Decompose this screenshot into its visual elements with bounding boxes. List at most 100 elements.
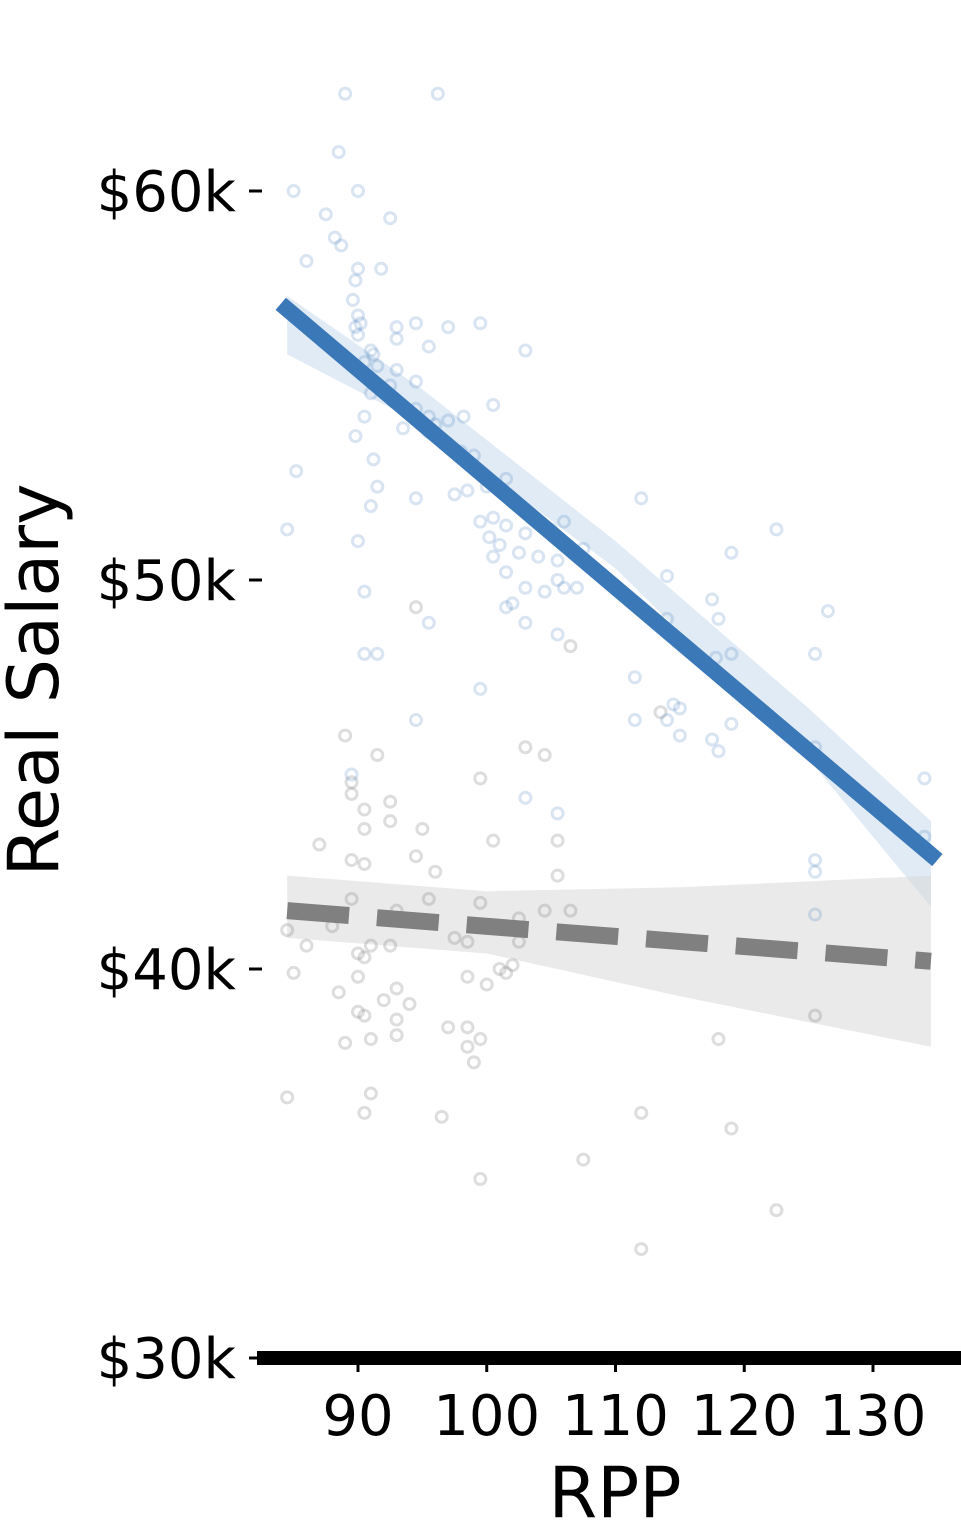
data-point-gray <box>351 969 365 984</box>
data-point-blue <box>486 397 501 412</box>
data-point-blue <box>486 549 501 564</box>
y-tick-label: $30k <box>97 1327 237 1392</box>
data-point-blue <box>370 359 385 374</box>
data-point-blue <box>550 573 565 587</box>
data-point-blue <box>366 452 381 467</box>
data-point-gray <box>428 864 443 879</box>
data-point-blue <box>569 580 584 595</box>
data-point-blue <box>383 211 398 226</box>
data-point-blue <box>351 308 365 323</box>
data-point-gray <box>473 771 488 786</box>
data-point-gray <box>357 1008 372 1023</box>
x-axis-ticks: 90 100 110 120 130 <box>322 1358 926 1449</box>
data-point-blue <box>348 429 363 444</box>
data-point-blue <box>374 261 389 276</box>
data-point-blue <box>660 569 674 584</box>
data-point-gray <box>486 833 501 848</box>
data-point-gray <box>351 1004 365 1019</box>
x-tick-label: 90 <box>322 1384 393 1449</box>
data-point-blue <box>550 553 565 568</box>
data-point-gray <box>312 837 327 852</box>
data-point-blue <box>334 238 349 253</box>
data-point-blue <box>408 491 423 506</box>
y-tick-label: $40k <box>97 938 237 1003</box>
data-point-gray <box>363 1032 378 1047</box>
data-point-blue <box>370 646 385 661</box>
data-point-gray <box>473 1172 488 1187</box>
data-point-blue <box>518 790 533 805</box>
data-point-blue <box>351 327 365 342</box>
data-point-blue <box>711 611 726 626</box>
data-point-blue <box>808 646 823 661</box>
data-point-gray <box>460 1020 475 1035</box>
data-point-gray <box>408 849 423 864</box>
x-tick-label: 130 <box>820 1384 927 1449</box>
data-point-gray <box>473 895 488 910</box>
data-point-gray <box>331 985 346 1000</box>
data-point-gray <box>338 728 353 743</box>
data-point-gray <box>389 981 404 996</box>
data-point-blue <box>660 713 674 728</box>
data-point-gray <box>280 1090 295 1105</box>
data-point-gray <box>370 748 385 763</box>
trend-line-blue <box>275 297 943 867</box>
data-point-gray <box>537 748 552 763</box>
data-point-blue <box>511 545 526 560</box>
data-point-blue <box>408 374 423 389</box>
data-point-gray <box>460 934 475 949</box>
data-point-gray <box>389 1012 404 1027</box>
data-point-blue <box>820 604 835 619</box>
data-point-blue <box>351 184 365 198</box>
data-point-gray <box>357 856 372 871</box>
data-point-blue <box>327 230 342 245</box>
data-point-gray <box>537 903 552 918</box>
data-point-blue <box>518 526 533 541</box>
data-point-gray <box>389 1028 404 1043</box>
data-point-blue <box>473 514 488 529</box>
data-point-gray <box>344 853 359 868</box>
confidence-band-gray <box>287 875 931 1047</box>
data-point-blue <box>531 549 546 564</box>
data-point-gray <box>357 950 372 965</box>
data-point-blue <box>808 907 823 922</box>
data-point-gray <box>460 969 475 984</box>
data-point-blue <box>724 646 739 661</box>
data-point-gray <box>550 833 565 848</box>
data-point-gray <box>505 958 520 973</box>
data-point-blue <box>460 483 475 498</box>
data-point-blue <box>505 596 520 611</box>
data-point-gray <box>466 1055 481 1070</box>
data-point-blue <box>627 713 642 728</box>
data-point-blue <box>917 771 932 786</box>
data-point-blue <box>366 347 381 362</box>
data-point-gray <box>460 1039 475 1054</box>
data-point-gray <box>376 993 391 1008</box>
data-point-blue <box>351 534 365 549</box>
data-point-blue <box>408 713 423 728</box>
data-point-blue <box>389 320 404 335</box>
data-point-gray <box>363 938 378 953</box>
data-point-blue <box>482 530 497 545</box>
data-point-blue <box>357 409 372 424</box>
data-point-gray <box>351 946 365 961</box>
data-point-blue <box>363 343 378 358</box>
data-point-blue <box>724 545 739 560</box>
data-point-gray <box>344 891 359 906</box>
data-point-blue <box>363 499 378 514</box>
data-point-gray <box>724 1121 739 1136</box>
data-point-blue <box>396 421 411 436</box>
x-axis-title: RPP <box>548 1452 681 1534</box>
data-point-blue <box>627 670 642 685</box>
data-point-gray <box>518 740 533 755</box>
y-tick-label: $50k <box>97 549 237 614</box>
data-point-blue <box>344 767 359 782</box>
data-point-blue <box>557 514 571 529</box>
data-point-blue <box>705 732 720 747</box>
data-point-gray <box>280 923 295 938</box>
data-point-blue <box>634 491 649 506</box>
data-point-gray <box>550 868 565 883</box>
data-point-blue <box>338 86 353 101</box>
y-axis-title: Real Salary <box>0 483 75 876</box>
data-point-blue <box>408 316 423 331</box>
data-point-gray <box>357 1105 372 1120</box>
